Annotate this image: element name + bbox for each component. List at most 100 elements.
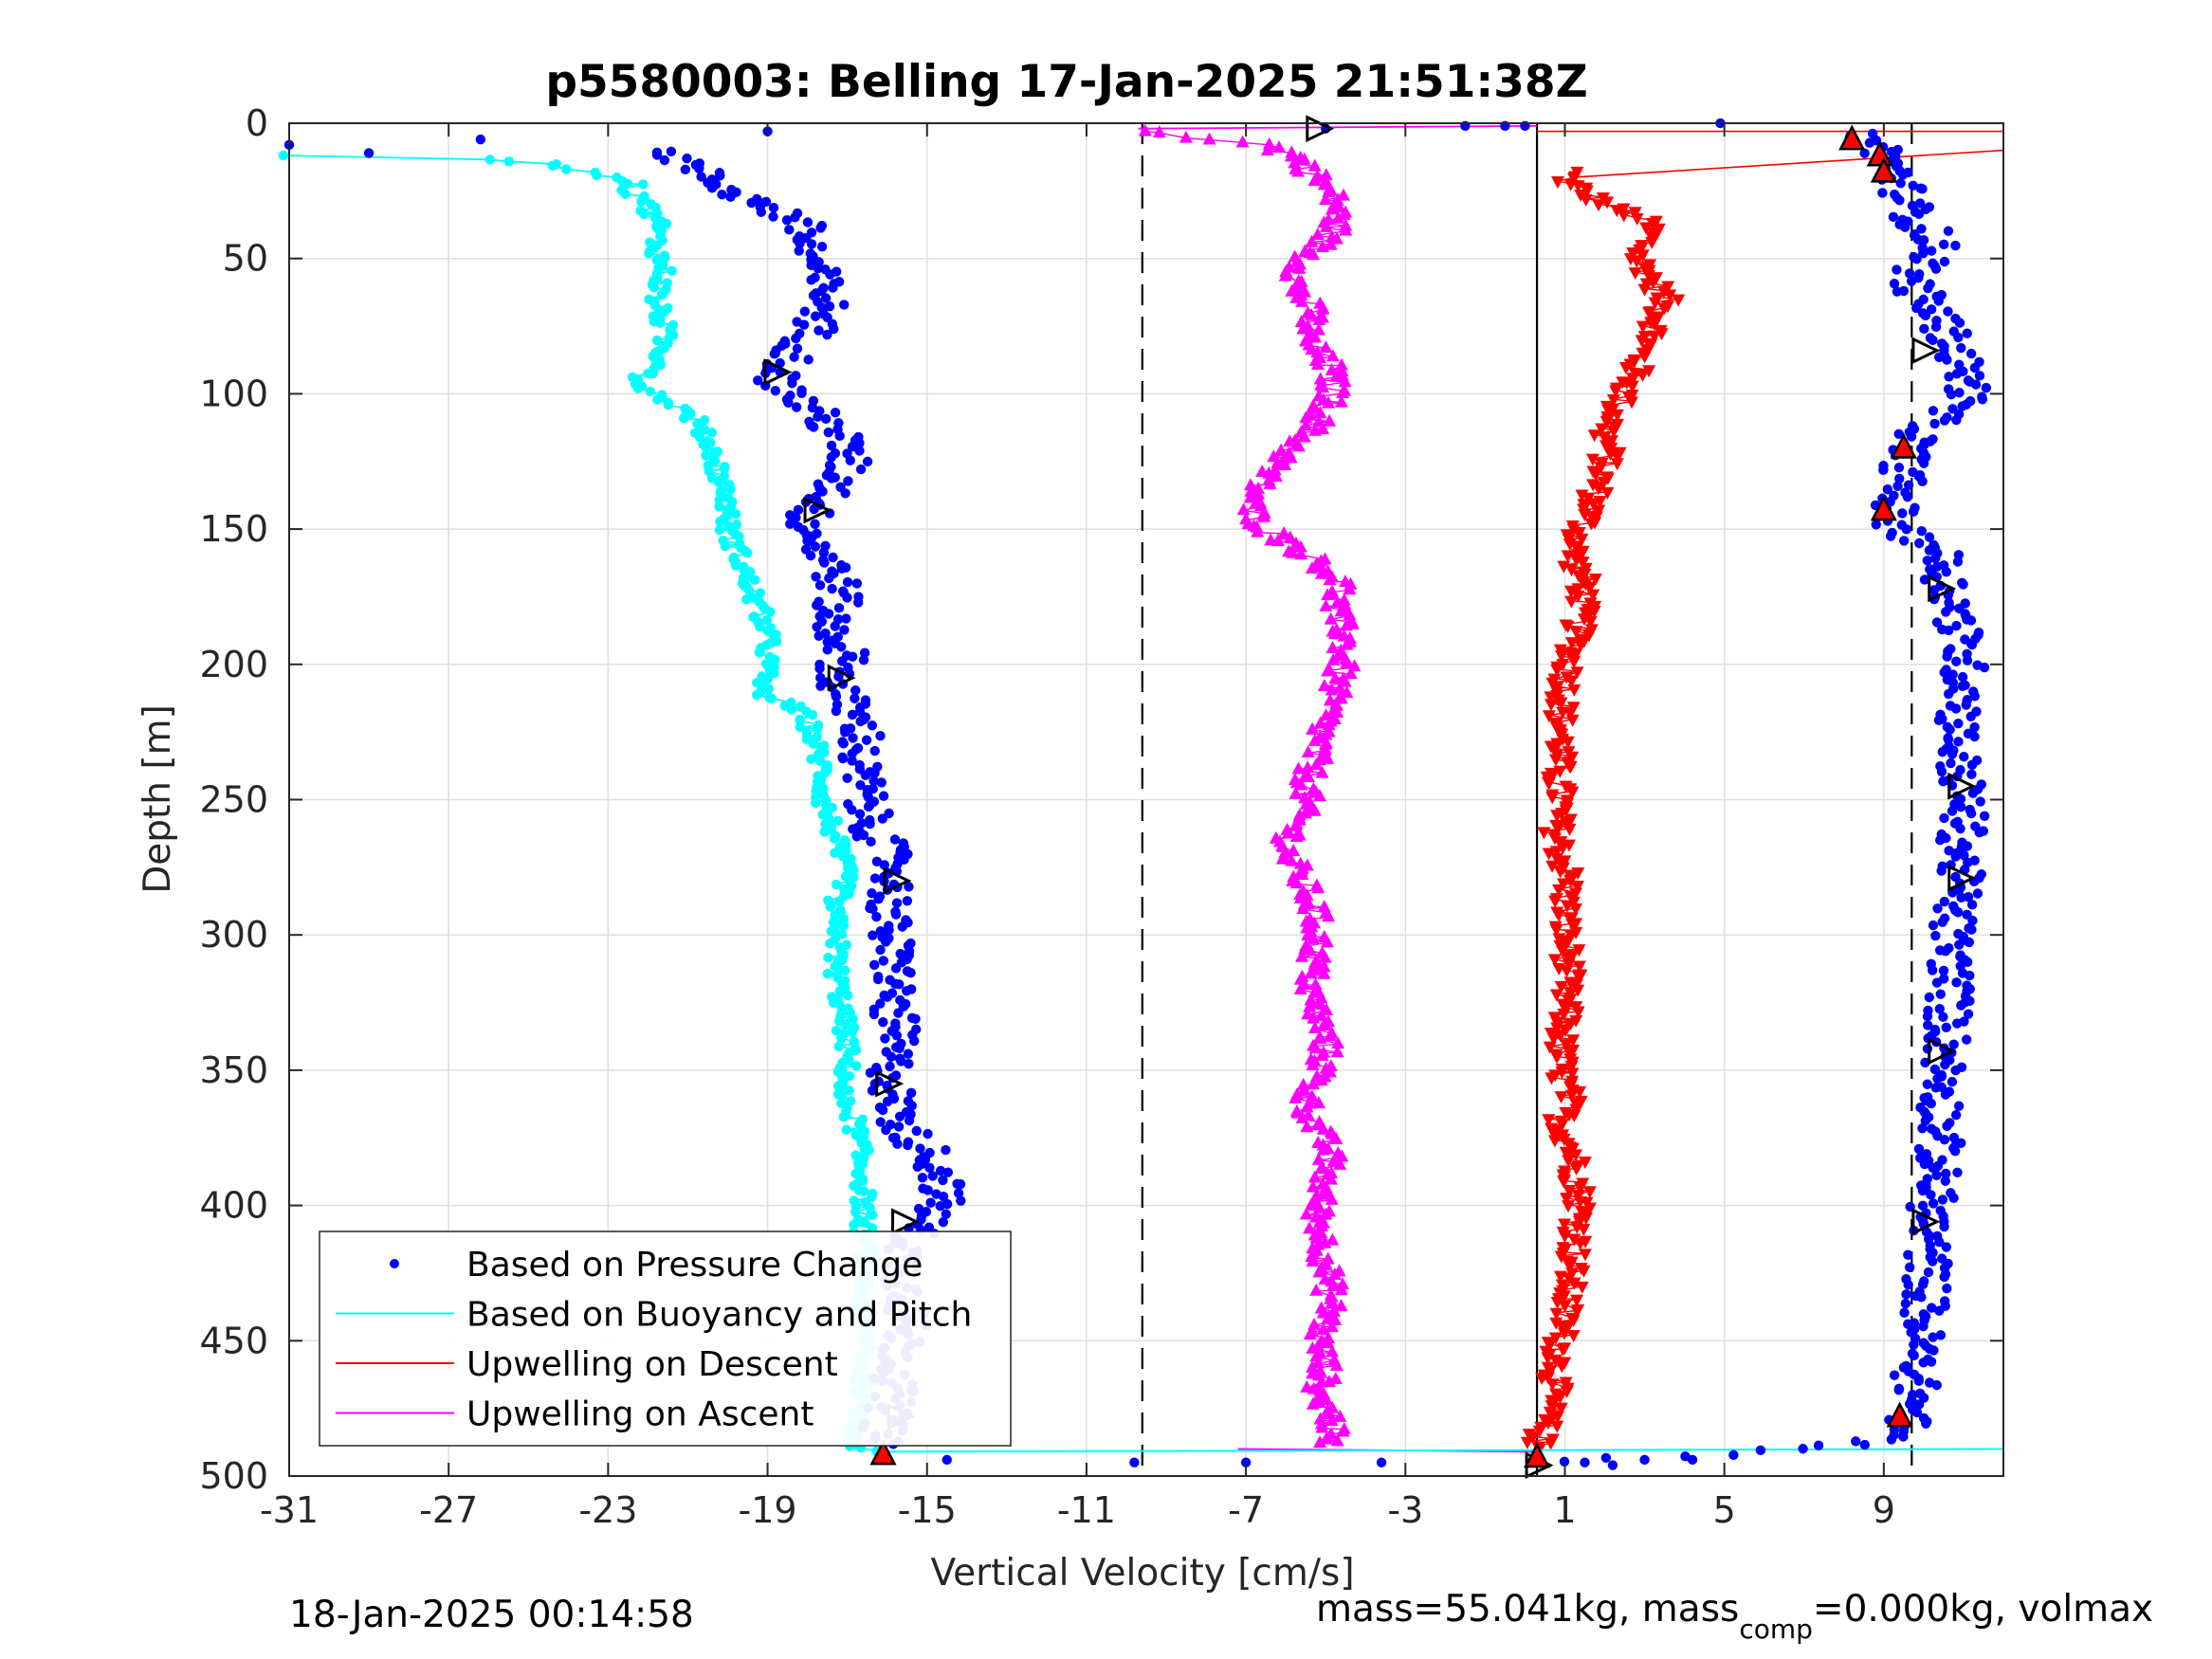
descent-point: [1577, 1223, 1591, 1236]
ascent-point: [1306, 1058, 1320, 1071]
pressure-point: [828, 283, 838, 293]
ascent-point: [1297, 152, 1311, 165]
descent-point: [1565, 786, 1580, 799]
pressure-point: [1928, 1162, 1938, 1173]
descent-point: [1637, 283, 1652, 297]
pressure-point: [1930, 264, 1942, 274]
ascent-point: [1309, 1283, 1324, 1296]
pressure-point: [1913, 1376, 1925, 1386]
pressure-point: [923, 1128, 933, 1139]
pressure-point: [1940, 1089, 1951, 1100]
buoyancy-point: [592, 170, 602, 181]
pressure-point: [834, 430, 845, 442]
red-triangle-marker: [1838, 124, 1866, 151]
pressure-point: [838, 738, 849, 749]
descent-point: [1554, 1091, 1568, 1104]
open-triangle-marker: [875, 1069, 905, 1098]
descent-point: [1630, 255, 1644, 268]
pressure-point: [1942, 1283, 1952, 1294]
pressure-point: [892, 1139, 903, 1149]
pressure-point: [1885, 531, 1896, 541]
buoyancy-point: [743, 585, 755, 595]
pressure-point: [1937, 917, 1947, 927]
ascent-point: [1329, 369, 1344, 382]
ascent-point: [1306, 1396, 1320, 1410]
ascent-point: [1260, 142, 1274, 155]
pressure-point: [1899, 1307, 1910, 1318]
pressure-point: [1930, 553, 1941, 564]
pressure-point: [890, 909, 902, 920]
pressure-point: [906, 1101, 917, 1111]
ascent-point: [1236, 502, 1251, 516]
ascent-point: [1331, 210, 1345, 224]
descent-spike-line: [1572, 149, 2004, 178]
pressure-point: [924, 1162, 935, 1174]
pressure-point: [813, 263, 824, 274]
pressure-point: [1979, 811, 1990, 822]
pressure-point: [923, 1185, 933, 1195]
ascent-point: [1325, 1296, 1339, 1309]
ascent-point: [1295, 1110, 1309, 1123]
ascent-point: [1314, 566, 1328, 579]
pressure-point: [829, 323, 839, 335]
descent-point: [1642, 307, 1656, 320]
descent-point: [1600, 416, 1614, 429]
descent-point: [1553, 1391, 1567, 1404]
pressure-point: [1813, 1440, 1824, 1450]
descent-point: [1563, 761, 1578, 775]
pressure-point: [891, 898, 903, 908]
descent-point: [1562, 1046, 1576, 1059]
descent-point: [1645, 217, 1659, 230]
descent-point: [1569, 1014, 1583, 1028]
ascent-point: [1313, 372, 1327, 385]
pressure-point: [953, 1188, 964, 1198]
buoyancy-point: [278, 150, 289, 161]
descent-point: [1617, 210, 1631, 223]
ascent-point: [1312, 789, 1326, 802]
x-tick-label: 1: [1553, 1489, 1576, 1531]
descent-point: [1537, 827, 1551, 840]
ascent-point: [1307, 1317, 1322, 1330]
buoyancy-point: [701, 442, 711, 453]
ascent-point: [1323, 1029, 1337, 1042]
ascent-point: [1316, 380, 1330, 393]
ascent-point: [1327, 627, 1342, 640]
ascent-point: [1321, 588, 1335, 601]
pressure-point: [1932, 903, 1943, 914]
buoyancy-point: [834, 986, 846, 996]
ascent-point: [1305, 234, 1319, 247]
ascent-point: [1330, 1045, 1344, 1058]
descent-point: [1550, 176, 1564, 190]
pressure-point: [816, 242, 828, 252]
pressure-point: [884, 808, 894, 819]
ascent-point: [1305, 307, 1319, 320]
pressure-point: [1903, 1279, 1913, 1290]
buoyancy-point: [655, 318, 666, 328]
descent-point: [1607, 426, 1621, 439]
pressure-point: [1953, 718, 1964, 729]
pressure-point: [877, 1104, 888, 1116]
pressure-point: [840, 727, 850, 738]
x-tick-label: -3: [1387, 1489, 1423, 1531]
pressure-point: [1933, 352, 1945, 362]
ascent-point: [1306, 721, 1320, 735]
descent-point: [1549, 989, 1563, 1002]
pressure-point: [1969, 362, 1981, 374]
pressure-point: [803, 355, 814, 365]
buoyancy-point: [484, 155, 495, 165]
ascent-point: [1328, 671, 1343, 684]
descent-point: [1552, 820, 1566, 833]
pressure-point: [1916, 525, 1927, 537]
x-tick-label: -23: [578, 1489, 637, 1531]
descent-point: [1548, 895, 1563, 908]
descent-point: [1594, 462, 1608, 475]
pressure-point: [814, 325, 824, 336]
buoyancy-point: [850, 1150, 861, 1160]
buoyancy-point: [829, 833, 840, 844]
ascent-point: [1315, 1048, 1329, 1062]
buoyancy-point: [786, 704, 797, 715]
buoyancy-point: [850, 1207, 861, 1217]
ascent-point: [1303, 999, 1317, 1012]
ascent-point: [1319, 192, 1333, 206]
buoyancy-point: [825, 902, 835, 912]
